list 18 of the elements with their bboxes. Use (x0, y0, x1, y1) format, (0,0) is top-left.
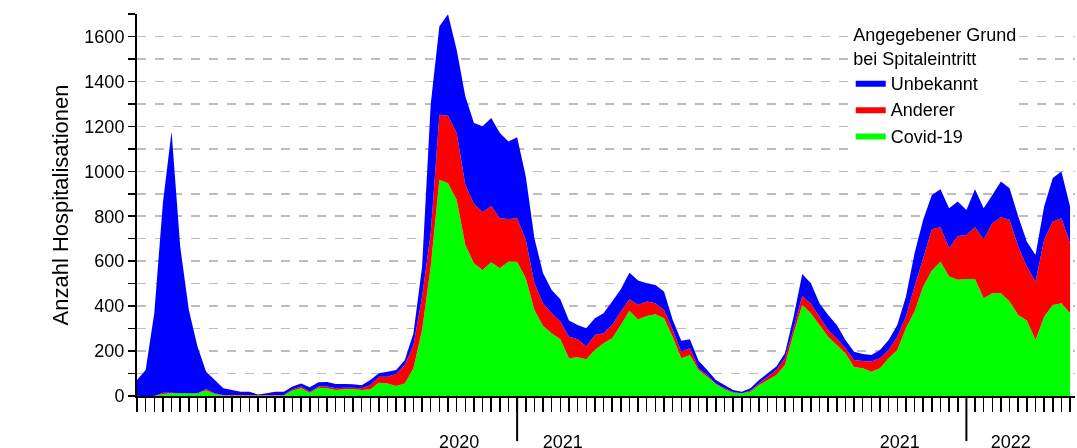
y-tick-label: 1000 (84, 161, 125, 182)
x-tick-label: 2021 (879, 431, 920, 448)
legend-title: Angegebener Grund bei Spitaleintritt (853, 25, 1017, 69)
legend-label: Unbekannt (890, 73, 978, 94)
y-tick-label: 800 (94, 206, 125, 227)
y-tick-label: 400 (94, 296, 125, 317)
y-tick-label: 0 (114, 386, 125, 407)
y-tick-label: 1400 (84, 71, 125, 92)
y-axis-title: Anzahl Hospitalisationen (47, 84, 73, 326)
y-tick-label: 200 (94, 341, 125, 362)
x-tick-label: 2021 (542, 431, 583, 448)
legend-label: Anderer (890, 100, 955, 121)
x-tick-label: 2020 (439, 431, 480, 448)
legend-label: Covid-19 (890, 126, 963, 147)
y-tick-label: 1600 (84, 26, 125, 47)
x-tick-label: 2022 (990, 431, 1031, 448)
y-tick-label: 600 (94, 251, 125, 272)
y-tick-label: 1200 (84, 116, 125, 137)
